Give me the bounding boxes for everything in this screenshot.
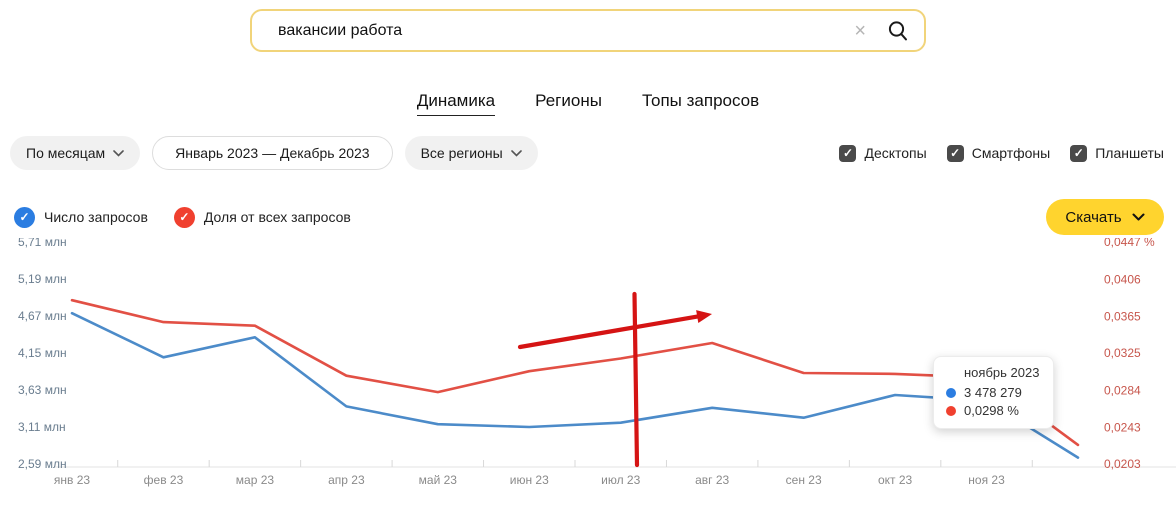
x-axis-label: ноя 23 [968,473,1005,487]
y-axis-left-label: 3,63 млн [18,383,67,397]
checkbox-checked-icon: ✓ [946,144,964,162]
annotation-arrow-shaft [517,314,700,350]
x-axis-label: мар 23 [236,473,275,487]
x-axis-label: окт 23 [878,473,913,487]
checkbox-label: Планшеты [1095,145,1164,161]
y-axis-right-label: 0,0447 % [1104,238,1155,249]
y-axis-left-label: 2,59 млн [18,457,67,471]
annotation-vertical-line [632,291,640,468]
legend-toggle-queries[interactable]: ✓ Число запросов [14,206,148,228]
legend-row: ✓ Число запросов ✓ Доля от всех запросов… [14,199,1164,235]
search-input[interactable] [278,21,855,40]
x-axis-label: авг 23 [695,473,729,487]
checkbox-tablets[interactable]: ✓ Планшеты [1070,144,1164,162]
x-axis-label: сен 23 [786,473,822,487]
period-select[interactable]: По месяцам [10,136,141,170]
y-axis-right-label: 0,0406 [1104,272,1141,286]
search-icon[interactable] [886,19,910,43]
tab-top-queries[interactable]: Топы запросов [641,91,760,110]
annotation-arrow-head [696,310,712,323]
y-axis-left-label: 5,71 млн [18,238,67,249]
y-axis-right-label: 0,0325 [1104,346,1141,360]
y-axis-right-label: 0,0243 [1104,421,1141,435]
device-filters: ✓ Десктопы ✓ Смартфоны ✓ Планшеты [839,144,1164,162]
y-axis-right-label: 0,0365 [1104,310,1141,324]
legend-check-icon: ✓ [173,206,195,228]
x-axis-label: фев 23 [144,473,184,487]
y-axis-left-label: 4,67 млн [18,309,67,323]
legend-label: Число запросов [44,209,148,225]
y-axis-right-label: 0,0284 [1104,383,1141,397]
x-axis-label: янв 23 [54,473,91,487]
legend-check-icon: ✓ [14,206,35,228]
legend-label: Доля от всех запросов [203,209,351,225]
checkbox-label: Смартфоны [971,145,1051,161]
date-range-select[interactable]: Январь 2023 — Декабрь 2023 [152,136,393,170]
checkbox-smartphones[interactable]: ✓ Смартфоны [946,144,1051,162]
download-button[interactable]: Скачать [1046,199,1164,235]
y-axis-left-label: 3,11 млн [18,420,66,434]
x-axis-label: июн 23 [510,473,549,487]
y-axis-left-label: 4,15 млн [18,346,67,360]
x-axis-label: май 23 [419,473,458,487]
date-range-label: Январь 2023 — Декабрь 2023 [175,145,370,161]
x-axis-label: апр 23 [328,473,365,487]
series-line-share [70,298,1080,447]
region-label: Все регионы [420,145,503,161]
tab-dynamics[interactable]: Динамика [416,91,496,116]
checkbox-checked-icon: ✓ [1070,144,1088,162]
filters-row: По месяцам Январь 2023 — Декабрь 2023 Вс… [10,136,1164,170]
chevron-down-icon [1132,213,1145,221]
tabs: Динамика Регионы Топы запросов [0,91,1176,116]
x-axis-label: июл 23 [601,473,640,487]
tab-regions[interactable]: Регионы [535,91,602,110]
line-chart: янв 23 фев 23 мар 23 апр 23 май 23 июн 23 июл … [18,238,1176,487]
search-box: × [250,9,926,52]
checkbox-checked-icon: ✓ [839,144,857,162]
legend-toggle-share[interactable]: ✓ Доля от всех запросов [173,206,351,228]
series-line-queries [70,311,1080,459]
chart-area[interactable]: янв 23 фев 23 мар 23 апр 23 май 23 июн 23 июл … [0,238,1176,496]
chevron-down-icon [113,149,124,157]
period-label: По месяцам [26,145,106,161]
y-axis-left-label: 5,19 млн [18,272,67,286]
checkbox-label: Десктопы [864,145,927,161]
y-axis-right-label: 0,0203 [1104,457,1141,471]
download-label: Скачать [1065,208,1122,226]
clear-icon[interactable]: × [854,19,866,42]
chevron-down-icon [510,149,522,157]
region-select[interactable]: Все регионы [404,136,538,170]
checkbox-desktops[interactable]: ✓ Десктопы [839,144,927,162]
